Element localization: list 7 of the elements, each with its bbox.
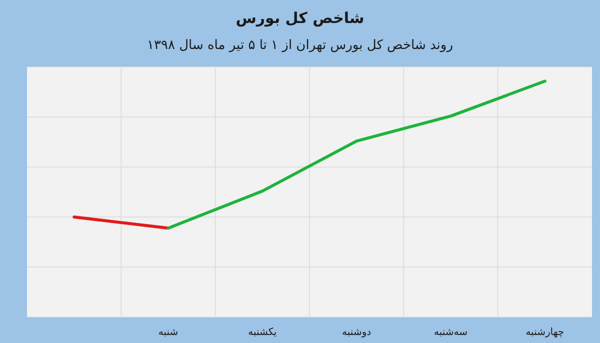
x-tick-label: شنبه <box>158 327 178 338</box>
x-tick-label: سه‌شنبه <box>434 327 468 338</box>
chart-subtitle: روند شاخص کل بورس تهران از ۱ تا ۵ تیر ماه سال ۱۳۹۸ <box>147 38 453 53</box>
x-tick-label: دوشنبه <box>342 327 372 338</box>
x-tick-label: یکشنبه <box>248 327 277 338</box>
chart-title: شاخص کل بورس <box>236 9 364 27</box>
x-tick-label: چهارشنبه <box>526 327 564 338</box>
